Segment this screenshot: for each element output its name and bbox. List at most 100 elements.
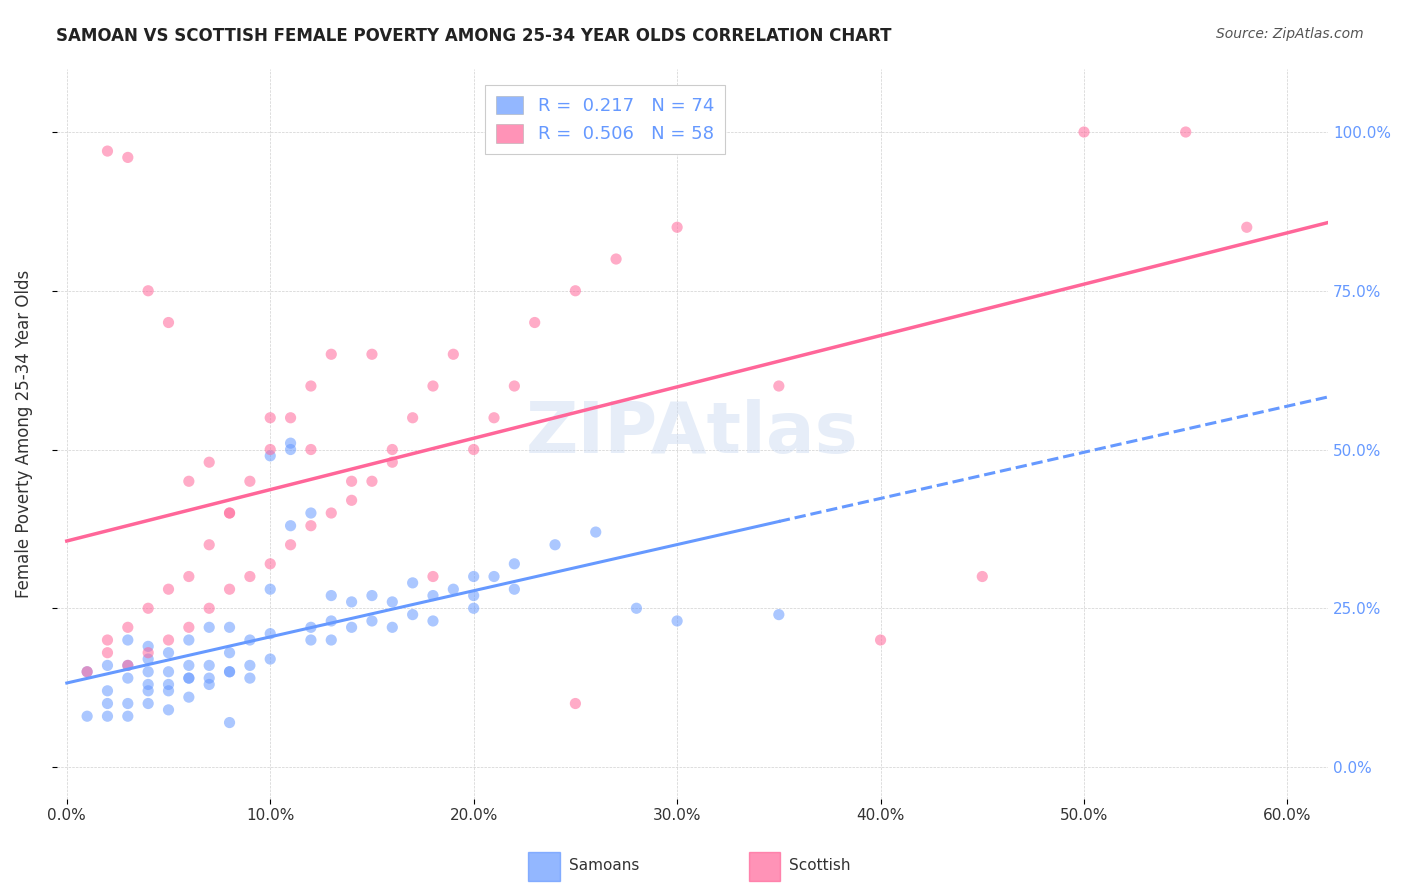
Point <box>299 379 322 393</box>
Point <box>117 697 139 711</box>
Point <box>136 646 159 660</box>
Point <box>361 475 384 489</box>
Text: Scottish: Scottish <box>789 858 851 872</box>
Point <box>381 620 404 634</box>
Point <box>564 284 586 298</box>
Point <box>157 665 180 679</box>
Point <box>177 569 200 583</box>
Point <box>321 347 343 361</box>
Point <box>136 640 159 654</box>
Point <box>218 665 240 679</box>
Point <box>218 582 240 597</box>
Point <box>157 316 180 330</box>
Point <box>523 316 546 330</box>
Point <box>96 658 118 673</box>
Point <box>259 626 281 640</box>
Point <box>869 633 891 648</box>
Point <box>157 677 180 691</box>
Point <box>198 601 221 615</box>
Point <box>321 614 343 628</box>
Point <box>401 575 423 590</box>
Point <box>768 379 790 393</box>
Point <box>422 379 444 393</box>
Point <box>117 150 139 164</box>
Point <box>218 665 240 679</box>
Point <box>96 144 118 158</box>
Point <box>463 442 485 457</box>
Point <box>218 506 240 520</box>
Point <box>117 671 139 685</box>
Point <box>157 582 180 597</box>
Point <box>280 442 302 457</box>
Point <box>218 715 240 730</box>
Point <box>136 601 159 615</box>
Point <box>340 620 363 634</box>
Point <box>177 620 200 634</box>
Point <box>422 614 444 628</box>
Point <box>503 557 526 571</box>
Point <box>259 557 281 571</box>
Point <box>117 658 139 673</box>
Point <box>340 493 363 508</box>
Point <box>177 671 200 685</box>
Point <box>259 652 281 666</box>
Point <box>76 665 98 679</box>
Point <box>482 569 505 583</box>
Point <box>544 538 567 552</box>
Point <box>381 455 404 469</box>
Point <box>280 436 302 450</box>
Point <box>666 220 689 235</box>
Point <box>157 703 180 717</box>
Point <box>136 697 159 711</box>
Point <box>96 646 118 660</box>
Bar <box>529 852 560 881</box>
Point <box>157 633 180 648</box>
Point <box>381 442 404 457</box>
Point <box>198 671 221 685</box>
Point <box>321 506 343 520</box>
Point <box>340 595 363 609</box>
Point <box>1236 220 1258 235</box>
Text: Source: ZipAtlas.com: Source: ZipAtlas.com <box>1216 27 1364 41</box>
Point <box>136 665 159 679</box>
Point <box>361 614 384 628</box>
Point <box>117 658 139 673</box>
Point <box>463 569 485 583</box>
Point <box>503 379 526 393</box>
Point <box>299 518 322 533</box>
Point <box>117 633 139 648</box>
Point <box>117 620 139 634</box>
Point <box>299 442 322 457</box>
Point <box>259 449 281 463</box>
Text: SAMOAN VS SCOTTISH FEMALE POVERTY AMONG 25-34 YEAR OLDS CORRELATION CHART: SAMOAN VS SCOTTISH FEMALE POVERTY AMONG … <box>56 27 891 45</box>
Point <box>136 284 159 298</box>
Point <box>218 646 240 660</box>
Point <box>340 475 363 489</box>
Point <box>76 665 98 679</box>
Point <box>177 475 200 489</box>
Point <box>177 633 200 648</box>
Point <box>503 582 526 597</box>
Point <box>239 475 262 489</box>
Text: ZIPAtlas: ZIPAtlas <box>526 399 859 468</box>
Point <box>96 709 118 723</box>
Point <box>239 569 262 583</box>
Y-axis label: Female Poverty Among 25-34 Year Olds: Female Poverty Among 25-34 Year Olds <box>15 269 32 598</box>
Point <box>157 683 180 698</box>
Point <box>422 589 444 603</box>
Point <box>198 455 221 469</box>
Point <box>401 410 423 425</box>
Point <box>401 607 423 622</box>
Point <box>198 677 221 691</box>
Point <box>259 442 281 457</box>
Point <box>299 633 322 648</box>
Legend: R =  0.217   N = 74, R =  0.506   N = 58: R = 0.217 N = 74, R = 0.506 N = 58 <box>485 85 725 154</box>
Point <box>605 252 627 266</box>
Point <box>666 614 689 628</box>
Point <box>626 601 648 615</box>
Point <box>239 633 262 648</box>
Point <box>280 518 302 533</box>
Point <box>96 633 118 648</box>
Point <box>177 690 200 705</box>
Point <box>441 582 464 597</box>
